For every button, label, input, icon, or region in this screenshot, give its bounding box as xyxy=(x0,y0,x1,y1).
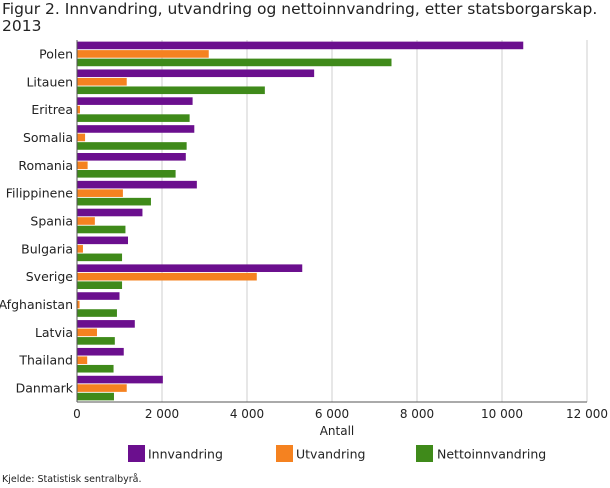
category-label: Danmark xyxy=(16,381,74,396)
bar-nettoinnvandring-afghanistan xyxy=(77,309,117,317)
bar-utvandring-romania xyxy=(77,161,88,170)
legend-swatch-innvandring xyxy=(128,445,145,462)
bar-utvandring-litauen xyxy=(77,77,127,86)
bar-utvandring-filippinene xyxy=(77,189,123,197)
bar-innvandring-filippinene xyxy=(77,180,197,189)
bar-utvandring-eritrea xyxy=(77,105,80,114)
category-label: Filippinene xyxy=(6,186,74,201)
chart-title: Figur 2. Innvandring, utvandring og nett… xyxy=(2,0,598,35)
x-tick-label: 6 000 xyxy=(315,407,349,421)
source-note: Kjelde: Statistisk sentralbyrå. xyxy=(2,474,142,485)
x-tick-label: 2 000 xyxy=(145,407,179,421)
bar-utvandring-danmark xyxy=(77,384,127,392)
bar-innvandring-afghanistan xyxy=(77,292,120,300)
x-tick-label: 4 000 xyxy=(230,407,264,421)
bar-nettoinnvandring-bulgaria xyxy=(77,253,123,262)
bar-nettoinnvandring-latvia xyxy=(77,337,115,345)
category-label: Afghanistan xyxy=(0,297,73,312)
legend-swatch-nettoinnvandring xyxy=(416,445,433,462)
bar-nettoinnvandring-litauen xyxy=(77,86,265,95)
category-label: Bulgaria xyxy=(21,241,73,256)
legend-label-utvandring: Utvandring xyxy=(296,447,365,462)
axes: 0 2 000 4 000 6 000 8 000 10 000 12 000 Antall P… xyxy=(0,40,608,438)
x-tick-label: 8 000 xyxy=(400,407,434,421)
legend-swatch-utvandring xyxy=(276,445,293,462)
bar-utvandring-spania xyxy=(77,217,95,225)
bar-innvandring-litauen xyxy=(77,69,315,78)
category-label: Litauen xyxy=(26,74,73,89)
bar-nettoinnvandring-romania xyxy=(77,170,176,178)
gridlines xyxy=(161,40,588,402)
category-label: Thailand xyxy=(18,353,73,368)
category-label: Latvia xyxy=(35,325,73,340)
bar-nettoinnvandring-polen xyxy=(77,58,392,67)
category-label: Spania xyxy=(30,214,73,229)
bar-utvandring-bulgaria xyxy=(77,245,83,253)
bar-utvandring-sverige xyxy=(77,272,257,281)
bar-innvandring-thailand xyxy=(77,347,124,356)
bar-innvandring-bulgaria xyxy=(77,236,128,245)
x-tick-label: 12 000 xyxy=(566,407,608,421)
bar-utvandring-thailand xyxy=(77,356,88,365)
bar-innvandring-latvia xyxy=(77,320,135,328)
bar-nettoinnvandring-thailand xyxy=(77,364,114,373)
bar-nettoinnvandring-somalia xyxy=(77,142,187,150)
bar-innvandring-romania xyxy=(77,153,186,161)
category-label: Somalia xyxy=(23,130,73,145)
bar-utvandring-polen xyxy=(77,50,209,58)
legend-label-nettoinnvandring: Nettoinnvandring xyxy=(437,447,546,462)
bar-nettoinnvandring-eritrea xyxy=(77,114,190,122)
x-axis-label: Antall xyxy=(320,424,355,438)
category-label: Sverige xyxy=(26,269,74,284)
bar-nettoinnvandring-danmark xyxy=(77,392,114,401)
legend: Innvandring Utvandring Nettoinnvandring xyxy=(128,445,546,462)
bars xyxy=(77,41,524,401)
bar-utvandring-somalia xyxy=(77,133,86,142)
legend-label-innvandring: Innvandring xyxy=(148,447,223,462)
bar-innvandring-danmark xyxy=(77,375,163,384)
category-label: Polen xyxy=(39,46,73,61)
category-label: Eritrea xyxy=(31,102,73,117)
x-tick-label: 10 000 xyxy=(481,407,523,421)
x-tick-label: 0 xyxy=(73,407,81,421)
bar-innvandring-polen xyxy=(77,41,524,50)
bar-nettoinnvandring-spania xyxy=(77,225,126,234)
bar-nettoinnvandring-filippinene xyxy=(77,197,151,206)
bar-nettoinnvandring-sverige xyxy=(77,281,123,289)
bar-innvandring-spania xyxy=(77,208,143,217)
bar-utvandring-afghanistan xyxy=(77,300,80,309)
bar-innvandring-eritrea xyxy=(77,97,193,105)
bar-innvandring-somalia xyxy=(77,125,195,133)
category-label: Romania xyxy=(18,158,73,173)
bar-innvandring-sverige xyxy=(77,264,303,272)
bar-utvandring-latvia xyxy=(77,328,97,337)
